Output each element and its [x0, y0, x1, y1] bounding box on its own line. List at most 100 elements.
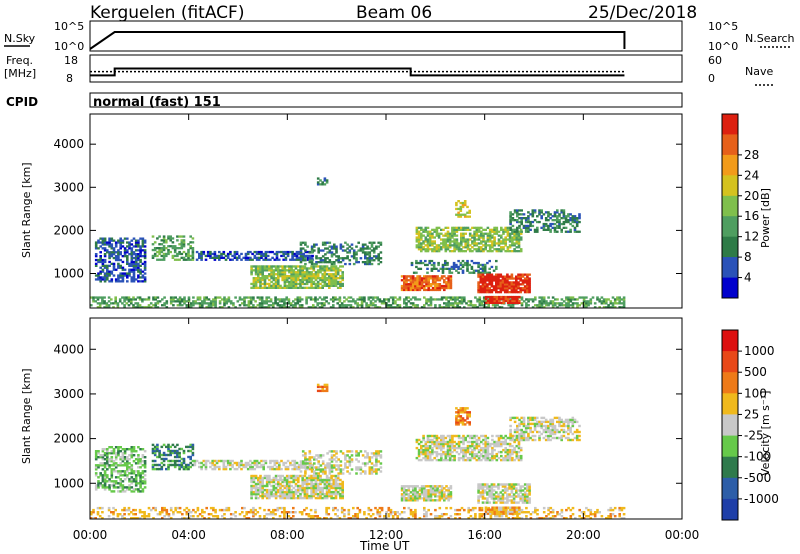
heatmap-cell — [117, 258, 120, 262]
heatmap-cell — [497, 240, 501, 243]
heatmap-cell — [444, 248, 448, 251]
heatmap-cell — [305, 302, 308, 305]
heatmap-cell — [318, 296, 322, 299]
heatmap-cell — [459, 215, 463, 218]
heatmap-cell — [332, 267, 336, 270]
heatmap-cell — [206, 250, 210, 254]
heatmap-cell — [189, 455, 192, 459]
heatmap-cell — [304, 472, 307, 475]
heatmap-cell — [198, 306, 202, 309]
heatmap-cell — [370, 468, 374, 471]
heatmap-cell — [176, 235, 179, 238]
heatmap-cell — [263, 517, 266, 520]
heatmap-cell — [451, 306, 455, 309]
heatmap-cell — [266, 258, 270, 261]
heatmap-cell — [171, 247, 175, 250]
heatmap-cell — [101, 243, 105, 246]
heatmap-cell — [457, 213, 460, 216]
heatmap-cell — [108, 270, 111, 273]
heatmap-cell — [215, 256, 219, 259]
heatmap-cell — [513, 242, 516, 245]
heatmap-cell — [110, 470, 114, 473]
heatmap-cell — [536, 220, 539, 224]
heatmap-cell — [310, 456, 314, 459]
heatmap-cell — [261, 486, 264, 490]
heatmap-cell — [308, 494, 311, 498]
heatmap-cell — [357, 466, 360, 469]
heatmap-cell — [158, 463, 161, 467]
heatmap-cell — [173, 463, 177, 467]
heatmap-cell — [423, 277, 426, 280]
heatmap-cell — [130, 468, 134, 471]
heatmap-cell — [366, 454, 369, 457]
heatmap-cell — [299, 267, 302, 270]
heatmap-cell — [375, 456, 378, 459]
heatmap-cell — [466, 238, 470, 241]
heatmap-cell — [305, 488, 309, 492]
heatmap-cell — [141, 245, 145, 248]
heatmap-cell — [567, 213, 570, 216]
heatmap-cell — [328, 275, 331, 278]
heatmap-cell — [143, 266, 147, 269]
heatmap-cell — [121, 490, 125, 493]
heatmap-cell — [309, 508, 313, 512]
heatmap-cell — [455, 244, 459, 247]
heatmap-cell — [303, 486, 307, 490]
heatmap-cell — [191, 453, 195, 457]
heatmap-cell — [622, 300, 626, 303]
heatmap-cell — [418, 279, 422, 282]
heatmap-cell — [119, 280, 122, 283]
heatmap-cell — [252, 277, 256, 280]
heatmap-cell — [130, 258, 134, 262]
heatmap-cell — [317, 249, 320, 252]
heatmap-cell — [297, 480, 300, 484]
heatmap-cell — [126, 276, 129, 279]
heatmap-cell — [520, 304, 524, 307]
heatmap-cell — [341, 245, 345, 248]
heatmap-cell — [254, 267, 258, 270]
heatmap-cell — [350, 458, 354, 461]
heatmap-cell — [151, 467, 155, 471]
heatmap-cell — [332, 300, 335, 303]
heatmap-cell — [270, 277, 273, 280]
heatmap-cell — [304, 470, 307, 473]
heatmap-cell — [330, 253, 334, 256]
heatmap-cell — [265, 265, 269, 268]
heatmap-cell — [218, 467, 221, 471]
heatmap-cell — [130, 476, 134, 479]
heatmap-cell — [263, 306, 266, 309]
heatmap-cell — [359, 472, 363, 475]
heatmap-cell — [308, 277, 311, 280]
heatmap-cell — [294, 275, 298, 278]
heatmap-cell — [308, 286, 311, 289]
heatmap-cell — [132, 517, 135, 520]
heatmap-cell — [453, 244, 456, 247]
heatmap-cell — [517, 283, 520, 286]
heatmap-cell — [137, 488, 140, 491]
heatmap-cell — [106, 272, 109, 275]
heatmap-cell — [378, 506, 382, 510]
heatmap-cell — [130, 490, 134, 493]
heatmap-cell — [123, 462, 127, 465]
heatmap-cell — [462, 228, 465, 231]
heatmap-cell — [200, 254, 203, 258]
heatmap-cell — [274, 474, 278, 478]
heatmap-cell — [138, 298, 142, 301]
heatmap-cell — [185, 258, 188, 261]
heatmap-cell — [280, 506, 284, 510]
heatmap-cell — [442, 238, 445, 241]
heatmap-cell — [211, 256, 214, 259]
heatmap-cell — [480, 246, 483, 249]
heatmap-cell — [92, 298, 95, 301]
heatmap-cell — [415, 261, 418, 265]
heatmap-cell — [130, 450, 134, 453]
heatmap-cell — [418, 283, 422, 286]
heatmap-cell — [103, 241, 107, 244]
heatmap-cell — [252, 508, 255, 512]
heatmap-cell — [246, 250, 250, 254]
heatmap-cell — [268, 273, 271, 276]
heatmap-cell — [189, 445, 192, 449]
heatmap-cell — [165, 300, 169, 303]
heatmap-cell — [441, 263, 445, 267]
heatmap-cell — [455, 203, 458, 207]
